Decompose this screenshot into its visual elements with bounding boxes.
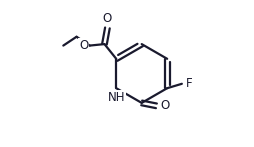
Text: NH: NH [107, 91, 125, 104]
Text: F: F [185, 77, 192, 90]
Text: O: O [79, 39, 88, 52]
Text: O: O [103, 12, 112, 25]
Text: O: O [160, 99, 169, 112]
